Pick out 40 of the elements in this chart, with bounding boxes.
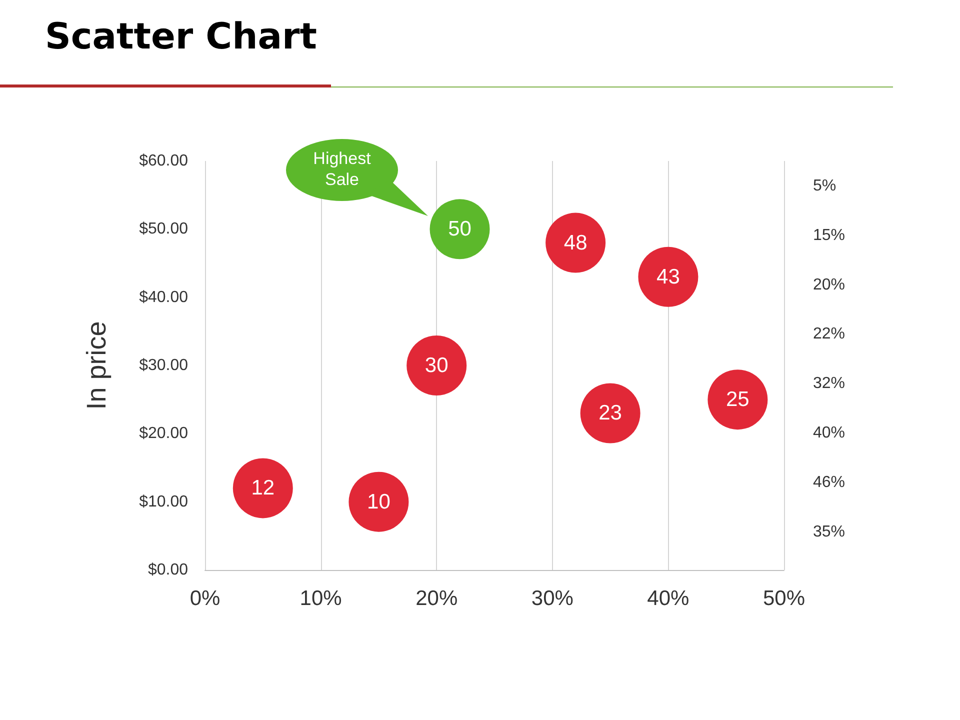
text: 20% bbox=[813, 276, 846, 294]
text: 5% bbox=[813, 178, 836, 194]
x-tick-label: 10% bbox=[300, 587, 342, 610]
data-label: 50 bbox=[448, 218, 472, 241]
data-label: 30 bbox=[424, 354, 448, 377]
point bbox=[580, 383, 640, 444]
point bbox=[430, 199, 490, 260]
point bbox=[348, 472, 409, 532]
x-tick-label: 30% bbox=[531, 587, 574, 610]
y-tick-label: $60.00 bbox=[139, 152, 188, 170]
y-tick-label: $0.00 bbox=[148, 562, 188, 578]
chart-title: Scatter Chart bbox=[45, 16, 317, 58]
data-label: 43 bbox=[656, 265, 680, 288]
data-label: 23 bbox=[598, 402, 622, 425]
y-tick-label: $50.00 bbox=[139, 220, 188, 238]
data-label: 10 bbox=[367, 490, 390, 514]
point bbox=[406, 336, 467, 396]
text: 32% bbox=[813, 375, 846, 392]
text: 22% bbox=[813, 326, 846, 343]
point bbox=[546, 212, 606, 273]
point bbox=[638, 246, 698, 307]
data-label: 25 bbox=[726, 388, 750, 412]
data-label: 48 bbox=[564, 231, 588, 254]
x-tick-label: 20% bbox=[416, 587, 458, 610]
y-tick-label: $40.00 bbox=[139, 288, 188, 306]
y-tick-label: $20.00 bbox=[139, 425, 188, 442]
x-tick-label: 50% bbox=[762, 587, 806, 610]
text: 46% bbox=[813, 474, 846, 491]
point bbox=[232, 458, 293, 518]
y-tick-label: $30.00 bbox=[139, 357, 188, 374]
text: 15% bbox=[813, 226, 846, 244]
data-label: 12 bbox=[251, 476, 275, 500]
point bbox=[708, 370, 768, 430]
y-tick-label: $10.00 bbox=[139, 493, 188, 510]
y-axis-title: In price bbox=[82, 321, 112, 410]
x-tick-label: 0% bbox=[190, 587, 220, 610]
annotation: Highest Sale bbox=[312, 148, 372, 190]
x-tick-label: 40% bbox=[647, 587, 690, 610]
text: 35% bbox=[813, 523, 846, 540]
text: 40% bbox=[813, 424, 846, 442]
